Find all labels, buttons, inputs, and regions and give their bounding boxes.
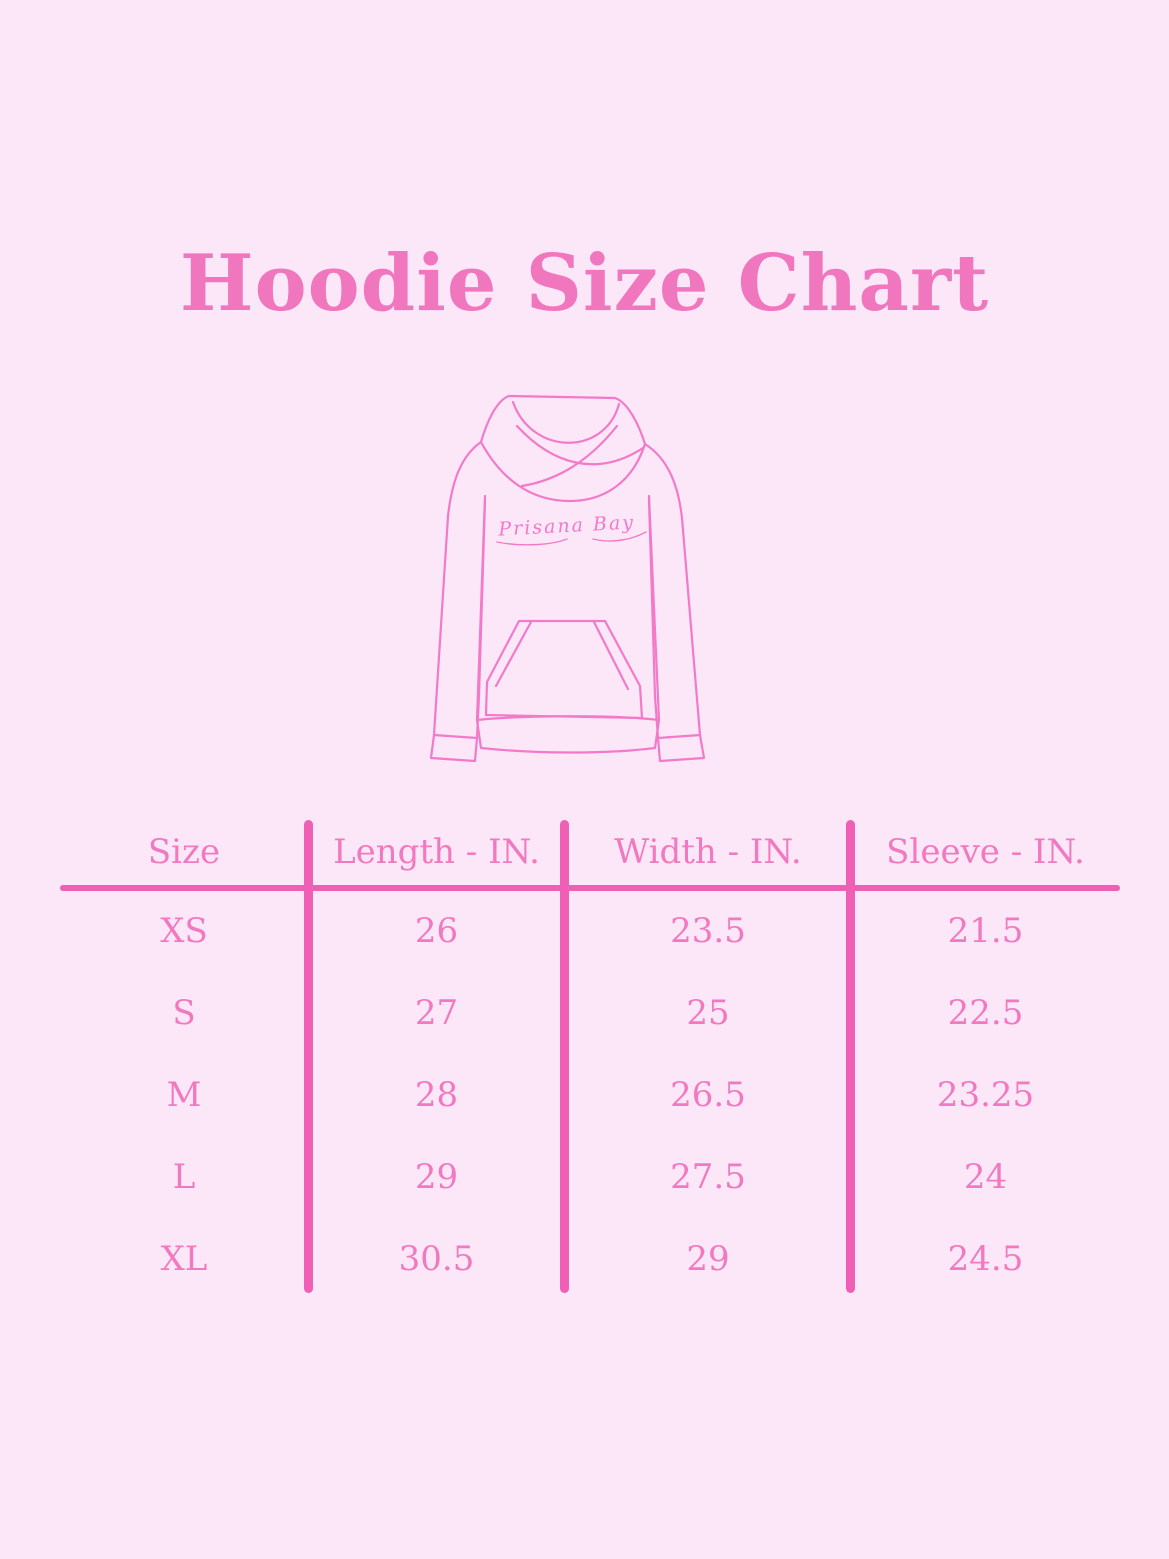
- header-rule: [60, 885, 1120, 891]
- hoodie-illustration: Prisana Bay: [417, 386, 717, 778]
- column-header-width: Width - IN.: [614, 831, 802, 872]
- table-body: XS 26 23.5 21.5 S 27 25 22.5 M 28 26.5 2…: [60, 891, 1120, 1301]
- cell-length: 29: [414, 1157, 459, 1198]
- cell-sleeve: 21.5: [947, 911, 1024, 952]
- cell-length: 26: [414, 911, 459, 952]
- cell-length: 27: [414, 993, 459, 1034]
- cell-sleeve: 23.25: [936, 1075, 1035, 1116]
- cell-size: L: [172, 1157, 196, 1198]
- cell-size: XL: [160, 1239, 208, 1280]
- hoodie-line-art-icon: Prisana Bay: [429, 394, 706, 763]
- cell-width: 23.5: [670, 911, 746, 952]
- cell-width: 26.5: [670, 1075, 746, 1116]
- table-row: S 27 25 22.5: [60, 973, 1120, 1055]
- table-row: XL 30.5 29 24.5: [60, 1219, 1120, 1301]
- size-table: Size Length - IN. Width - IN. Sleeve - I…: [60, 820, 1120, 1310]
- cell-length: 28: [414, 1075, 459, 1116]
- column-header-length: Length - IN.: [333, 831, 540, 872]
- column-divider: [846, 820, 855, 1293]
- column-header-sleeve: Sleeve - IN.: [886, 831, 1085, 872]
- table-row: XS 26 23.5 21.5: [60, 891, 1120, 973]
- brand-script-text: Prisana Bay: [497, 511, 636, 540]
- cell-width: 25: [686, 993, 730, 1034]
- cell-sleeve: 24: [963, 1157, 1008, 1198]
- cell-sleeve: 24.5: [947, 1239, 1024, 1280]
- cell-length: 30.5: [398, 1239, 475, 1280]
- table-row: L 29 27.5 24: [60, 1137, 1120, 1219]
- table-header-row: Size Length - IN. Width - IN. Sleeve - I…: [60, 820, 1120, 885]
- cell-size: XS: [160, 911, 208, 952]
- cell-width: 29: [686, 1239, 730, 1280]
- column-divider: [304, 820, 313, 1293]
- cell-sleeve: 22.5: [947, 993, 1024, 1034]
- cell-size: M: [166, 1075, 202, 1116]
- cell-size: S: [172, 993, 196, 1034]
- page-title: Hoodie Size Chart: [179, 238, 990, 329]
- table-row: M 28 26.5 23.25: [60, 1055, 1120, 1137]
- cell-width: 27.5: [670, 1157, 746, 1198]
- column-divider: [560, 820, 569, 1293]
- column-header-size: Size: [147, 831, 221, 872]
